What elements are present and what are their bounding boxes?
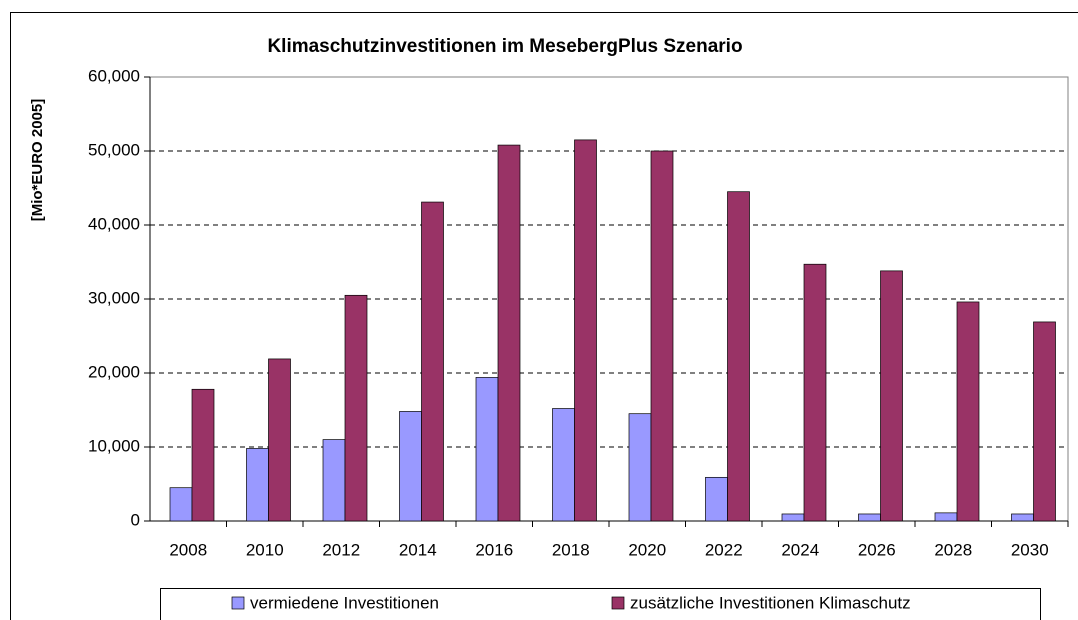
bar [322,439,346,522]
bar [781,513,805,522]
x-tick-label: 2024 [781,540,819,559]
y-axis-label: [Mio*EURO 2005] [29,99,46,222]
x-tick-label: 2026 [858,540,896,559]
legend-box [160,588,1041,620]
legend-label: vermiedene Investitionen [250,593,439,612]
x-tick-label: 2008 [169,540,207,559]
y-tick-label: 0 [131,510,140,529]
bar [169,487,193,522]
bar [268,358,291,522]
bar [1011,513,1034,522]
bar [628,413,652,522]
x-tick-label: 2028 [934,540,972,559]
legend-label: zusätzliche Investitionen Klimaschutz [630,593,911,612]
bar [246,448,269,522]
bar [803,263,827,522]
y-tick-label: 50,000 [88,140,140,159]
bar [934,512,958,522]
x-tick-label: 2014 [399,540,437,559]
bar [650,150,674,522]
bar [552,408,575,522]
bar [191,388,215,522]
y-tick-label: 40,000 [88,214,140,233]
bar [497,144,521,522]
bar [344,294,368,522]
legend-swatch [231,596,245,610]
bar [1033,321,1056,522]
y-tick-label: 10,000 [88,436,140,455]
y-tick-label: 60,000 [88,66,140,85]
chart-title: Klimaschutzinvestitionen im MesebergPlus… [267,36,742,57]
bar [475,377,499,522]
bar [421,201,444,522]
bar [574,139,597,522]
x-tick-label: 2020 [628,540,666,559]
x-tick-label: 2016 [475,540,513,559]
bar [956,301,980,522]
x-tick-label: 2030 [1011,540,1049,559]
y-tick-label: 30,000 [88,288,140,307]
x-tick-label: 2010 [246,540,284,559]
x-tick-label: 2018 [552,540,590,559]
legend-swatch [611,596,625,610]
bar [858,513,881,522]
bar [399,411,422,522]
bar [705,476,728,522]
bar [727,191,750,522]
bar [880,270,903,522]
x-tick-label: 2012 [322,540,360,559]
x-tick-label: 2022 [705,540,743,559]
y-tick-label: 20,000 [88,362,140,381]
